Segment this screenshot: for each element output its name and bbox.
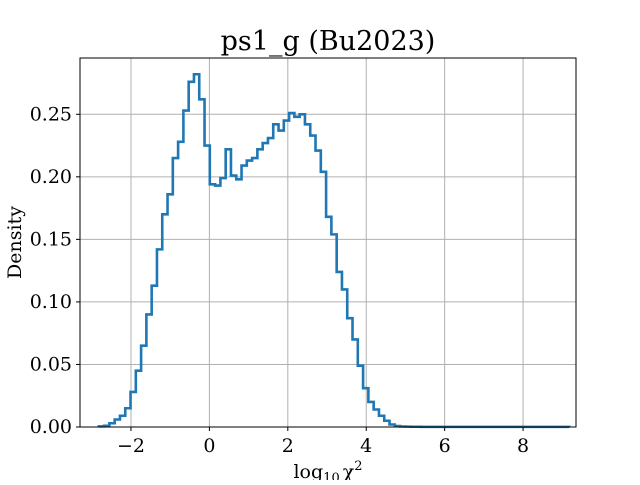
histogram-step-line <box>97 72 571 429</box>
plot-frame <box>79 57 577 428</box>
x-tick-label: 6 <box>439 435 451 457</box>
y-axis-label: Density <box>4 206 26 279</box>
grid <box>80 58 576 428</box>
x-tick-label: −2 <box>117 435 145 457</box>
y-tick-label: 0.25 <box>30 103 72 125</box>
y-tick-label: 0.00 <box>30 416 72 438</box>
x-tick-label: 8 <box>517 435 529 457</box>
histogram-series <box>97 72 571 429</box>
y-tick-label: 0.20 <box>30 166 72 188</box>
y-tick-label: 0.05 <box>30 353 72 375</box>
y-tick-label: 0.10 <box>30 291 72 313</box>
x-axis-label: log10 χ2 <box>293 459 362 480</box>
x-tick-label: 4 <box>360 435 372 457</box>
chart-title: ps1_g (Bu2023) <box>221 26 436 57</box>
axis-ticks: −2 0 2 4 6 8 0.00 0.05 0.10 0.15 0.20 0.25 <box>30 103 529 457</box>
y-tick-label: 0.15 <box>30 228 72 250</box>
x-tick-label: 0 <box>203 435 215 457</box>
x-tick-label: 2 <box>282 435 294 457</box>
